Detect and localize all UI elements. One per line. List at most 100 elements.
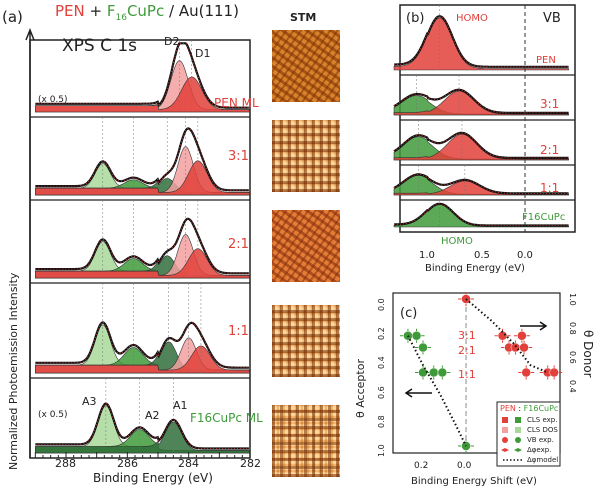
vb-xtick-0.0: 0.0 [517,250,533,261]
f16-rest: CuPc [126,2,165,20]
pen-label: PEN [55,2,85,20]
fit-component [34,76,251,113]
plus-sign: + [84,2,107,20]
stm-image-1-1 [272,305,340,377]
fit-component [34,248,251,279]
legend-vb-exp: VB exp. [527,436,554,444]
xtick-282: 282 [240,457,261,470]
data-point [497,331,508,341]
figure-header: PEN + F16CuPc / Au(111) [55,4,239,23]
legend-marker [515,437,521,443]
legend-marker [502,427,508,433]
fit-envelope [393,174,569,194]
vb-xtick-0.5: 0.5 [474,250,490,261]
legend-marker [514,448,522,452]
panel-b-label: (b) [406,11,425,26]
panel-c-ylabel-left: θ Acceptor [354,359,367,418]
ratio-2-1: 2:1 [458,344,476,357]
measured-spectrum [394,202,569,227]
c-xtick-0.2: 0.2 [414,461,429,471]
row-label-3-1: 3:1 [228,149,249,164]
legend-box [496,401,561,467]
xtick-288: 288 [55,457,76,470]
fit-component [34,421,251,454]
panel-b-xlabel: Binding Energy (eV) [425,263,525,274]
stm-image-3-1 [272,120,340,192]
panel-c-ylabel-right: θ Donor [581,330,595,378]
legend-dphi-exp: Δφexp. [527,446,552,454]
fit-envelope [35,321,249,369]
data-point [411,331,422,341]
legend-title-pen: PEN [500,404,516,413]
model-line [407,335,467,447]
legend-cls-dos: CLS DOS [527,426,558,434]
panel-b-title: VB [543,11,561,26]
f16-label: F16CuPc [106,2,165,23]
f16-sub: 16 [115,13,127,23]
panel-a-label: (a) [2,8,23,26]
measured-spectrum [393,131,569,159]
data-point [549,367,559,378]
row-label-2-1: 2:1 [228,237,249,252]
legend-title: PEN : F16CuPc [500,405,558,413]
right-axis-arrow [520,321,548,331]
homo-top-label: HOMO [456,13,488,24]
xtick-286: 286 [117,457,138,470]
fit-envelope [394,15,569,68]
stm-title: STM [290,11,317,24]
stm-image-pen [272,30,340,102]
c-ytick: 0.2 [377,327,386,340]
panel-frame [399,4,576,233]
c-ytick: 0.0 [377,298,386,311]
legend-marker [502,417,508,423]
peak-label-d2: D2 [164,35,180,48]
fit-component [34,160,251,196]
xtick-284: 284 [178,457,199,470]
peak-label-a3: A3 [82,395,97,408]
ratio-1-1: 1:1 [458,368,476,381]
panel-a-title: XPS C 1s [62,36,138,56]
vb-row-f16: F16CuPc [522,212,566,223]
left-axis-arrow [404,388,432,398]
legend-title-f16: F16CuPc [523,404,559,413]
peak-label-a1: A1 [173,399,188,412]
measured-spectrum [393,88,569,114]
panel-c-label: (c) [400,306,418,321]
c-ytick: 0.4 [377,356,386,369]
c-ytick: 0.6 [377,386,386,399]
data-point [437,367,448,378]
peak-label-d1: D1 [195,47,211,60]
c-ytick-right: 0.8 [568,322,577,335]
row-label-pen-ml: PEN ML [214,96,259,110]
model-line [465,298,549,374]
f16-main: F [106,2,116,20]
stm-image-2-1 [272,210,340,282]
c-ytick: 0.8 [377,415,386,428]
legend-marker [515,427,521,433]
fit-component [34,345,251,374]
legend-marker [501,448,509,452]
homo-bottom-label: HOMO [441,236,473,247]
panel-c-xlabel: Binding Energy Shift (eV) [411,476,537,487]
legend-cls-exp: CLS exp. [527,416,558,424]
panel-a-ylabel: Normalized Photoemission Intensity [7,272,20,470]
vb-row-1-1: 1:1 [540,181,560,195]
scale-note-top: (x 0.5) [38,95,68,105]
y-axis-arrow [25,27,35,458]
panel-a-xlabel: Binding Energy (eV) [93,471,213,485]
measured-spectrum [35,127,249,192]
fit-envelope [35,218,249,274]
legend-marker [502,437,508,443]
c-xtick-0.0: 0.0 [457,461,472,471]
c-ytick: 1.0 [377,444,386,457]
vb-xtick-1.0: 1.0 [419,250,435,261]
c-ytick-right: 0.6 [568,351,577,364]
vb-row-3-1: 3:1 [540,97,560,111]
ratio-3-1: 3:1 [458,329,476,342]
legend-marker [515,417,521,423]
vb-row-pen: PEN [536,55,556,66]
data-point [418,342,428,353]
data-point [519,342,529,353]
